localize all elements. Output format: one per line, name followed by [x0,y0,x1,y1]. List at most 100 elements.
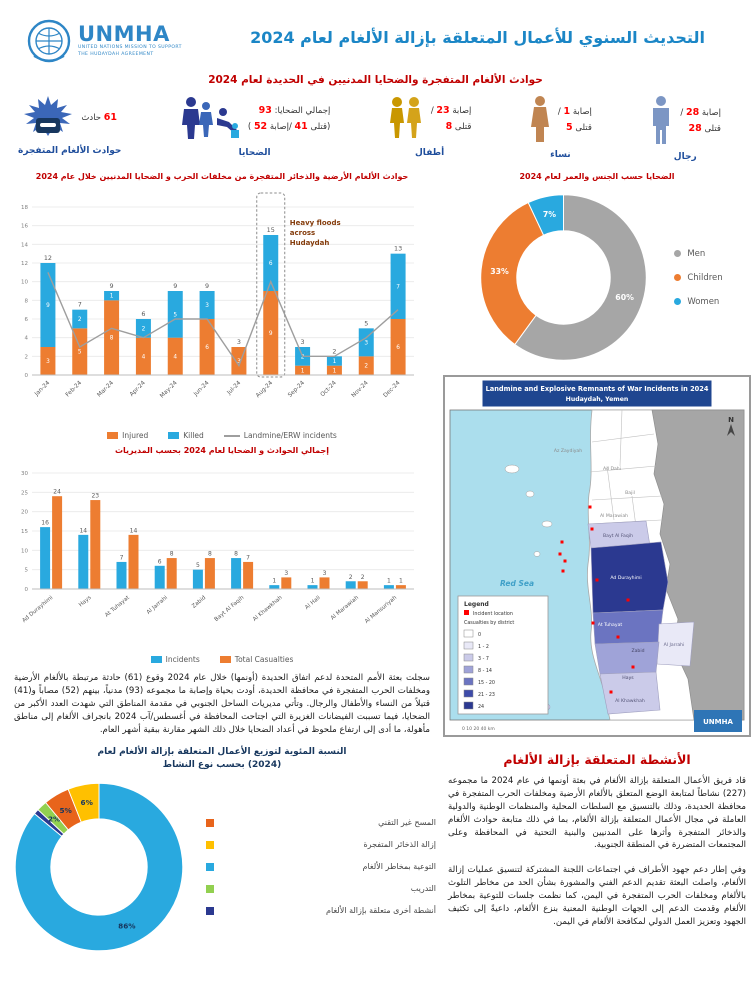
islands [504,464,553,557]
men-injured: 28 [685,107,700,119]
svg-text:3: 3 [284,570,288,577]
activity-label: إزالة الذخائر المتفجرة [363,840,436,850]
district-chart-title: إجمالي الحوادث و الضحايا لعام 2024 بحسب … [114,446,330,455]
svg-text:6: 6 [25,317,29,323]
svg-text:7: 7 [396,284,400,290]
activity-legend-item: التوعية بمخاطر الألغام [206,862,436,871]
svg-text:Oct-24: Oct-24 [320,380,338,398]
men-dot [674,250,682,257]
svg-text:3: 3 [301,338,305,346]
svg-text:16: 16 [21,224,28,230]
red-sea-label: Red Sea [500,579,534,588]
svg-text:Al Hali: Al Hali [304,595,322,611]
svg-text:0: 0 [25,373,29,379]
svg-text:10: 10 [21,548,28,554]
men-killed-label: قتلى [704,124,721,134]
svg-text:Apr-24: Apr-24 [129,380,147,398]
activity-swatch [206,818,214,827]
explosion-icon [24,96,73,136]
svg-text:Aug-24: Aug-24 [255,380,274,399]
svg-text:24: 24 [478,704,484,710]
left-column: حوادث الألغام الأرضية والذخائر المتفجرة … [8,166,436,958]
legend-district-casualties: Total Casualties [234,655,294,664]
svg-text:Al Khawkhah: Al Khawkhah [252,595,284,623]
incident-points [558,505,635,694]
legend-men: Men [687,248,706,259]
svg-text:Al Khawkhah: Al Khawkhah [615,698,645,704]
svg-text:0: 0 [478,632,481,638]
svg-text:14: 14 [21,242,28,248]
svg-text:2: 2 [301,354,305,360]
svg-text:18: 18 [21,205,28,211]
svg-text:3: 3 [323,570,327,577]
svg-text:Dec-24: Dec-24 [383,380,402,399]
mine-action-paragraph-2: وفي إطار دعم جهود الأطراف في اجتماعات ال… [448,865,746,927]
children-caption: أطفال [415,148,445,158]
svg-text:1 - 2: 1 - 2 [478,644,489,650]
incidents-line-swatch [223,434,240,437]
injured-swatch [107,432,119,439]
svg-text:6: 6 [269,261,273,267]
activity-donut-legend: المسح غير التقني إزالة الذخائر المتفجرة ال… [200,818,436,915]
page-subtitle: حوادث الألغام المتفجرة والضحايا المدنيين… [208,74,543,86]
svg-text:2: 2 [25,354,29,360]
compass-icon: N [727,416,735,436]
un-emblem-icon [27,19,71,63]
svg-text:8 - 14: 8 - 14 [478,668,492,674]
stat-total-casualties: إجمالي الضحايا: 93 (قتلى 41 /إصابة 52 ) … [179,96,330,158]
district-labels: Az Zaydiyah Ad Dahi Bajil Al Marawiah Bayt A… [554,448,685,704]
legend-district-incidents: Incidents [165,655,200,664]
svg-text:Jul-24: Jul-24 [226,380,243,397]
svg-text:7: 7 [78,301,82,309]
map-title-line2: Hudaydah, Yemen [566,396,629,403]
svg-text:5%: 5% [59,806,72,815]
svg-text:5: 5 [173,312,177,318]
svg-text:Al Jarrahi: Al Jarrahi [664,642,685,648]
children-dot [674,274,682,281]
map-canvas: Landmine and Explosive Remnants of War I… [443,375,751,737]
activity-swatch [206,906,214,915]
svg-text:9: 9 [110,282,114,290]
activity-legend-item: التدريب [206,884,436,893]
svg-text:Bayt Al Faqih: Bayt Al Faqih [603,533,633,539]
gender-donut-block: 60% 33% 7% Men Children Women [442,185,751,370]
svg-text:2: 2 [364,364,368,370]
unmha-logo: UNMHA UNITED NATIONS MISSION TO SUPPORT … [26,18,216,64]
mine-action-paragraph-1: قاد فريق الأعمال المتعلقة بإزالة الألغام… [448,776,746,851]
svg-text:Ad Dahi: Ad Dahi [603,466,621,472]
svg-text:16: 16 [41,520,49,527]
mine-action-heading: الأنشطة المتعلقة بإزالة الألغام [503,752,691,767]
svg-text:3: 3 [237,359,241,365]
legend-women: Women [687,296,720,307]
svg-text:Legend: Legend [464,601,489,608]
activity-label: المسح غير التقني [378,818,436,828]
right-column: الضحايا حسب الجنس والعمر لعام 2024 60% 33… [442,166,751,958]
svg-text:May-24: May-24 [159,380,179,400]
monthly-chart-legend: Injured Killed Landmine/ERW incidents [8,431,436,440]
svg-text:Ad Durayhimi: Ad Durayhimi [610,575,641,581]
summary-stats-row: 61 حادث حوادث الألغام المتفجرة إجمالي ال… [0,86,751,164]
stat-children: إصابة 23 / قتلى 8 أطفال [388,96,471,158]
svg-text:3: 3 [237,338,241,346]
women-injured: 1 [563,106,571,118]
casualties-killed: 41 [294,121,308,132]
activity-label: التدريب [410,884,436,894]
svg-text:4: 4 [142,354,146,360]
svg-text:Feb-24: Feb-24 [65,380,83,398]
incidents-swatch [150,656,162,663]
svg-text:2: 2 [361,574,365,581]
woman-icon [530,96,549,142]
children-icon [389,97,421,138]
svg-text:Al Mansuriyah: Al Mansuriyah [364,595,399,625]
svg-text:Zabid: Zabid [191,595,207,610]
svg-text:8: 8 [208,551,212,558]
children-killed: 8 [445,121,453,132]
svg-text:1: 1 [301,368,305,374]
svg-text:At Tuhayat: At Tuhayat [598,622,623,628]
svg-text:21 - 23: 21 - 23 [478,692,495,698]
stat-incidents: 61 حادث حوادث الألغام المتفجرة [18,96,121,156]
casualties-caption: الضحايا [238,148,271,158]
svg-text:Bajil: Bajil [625,490,635,496]
activity-legend-item: إزالة الذخائر المتفجرة [206,840,436,849]
